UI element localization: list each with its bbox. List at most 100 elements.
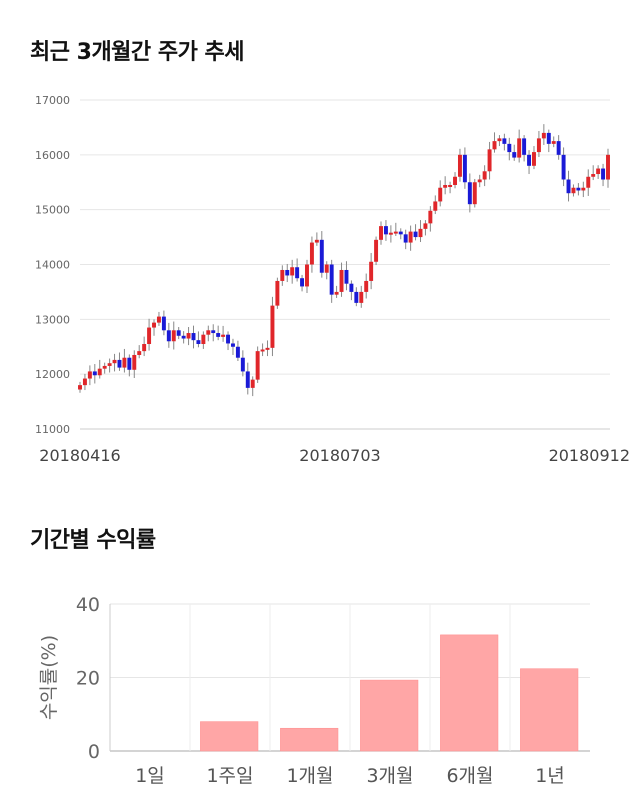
y-tick-label: 14000	[35, 259, 70, 272]
x-tick-label: 3개월	[366, 765, 413, 787]
stock-chart-title: 최근 3개월간 주가 추세	[30, 40, 244, 65]
candle	[477, 179, 482, 183]
candle	[418, 228, 423, 238]
candle	[211, 330, 216, 334]
candle	[393, 231, 398, 234]
candle	[166, 330, 171, 342]
candle	[536, 138, 541, 153]
returns-chart-title: 기간별 수익률	[30, 528, 156, 553]
candle	[206, 330, 211, 335]
bar	[200, 721, 259, 752]
x-tick-label: 1개월	[286, 765, 333, 787]
candle	[586, 176, 591, 188]
y-tick-label: 16000	[35, 149, 70, 162]
candle	[403, 234, 408, 243]
x-tick-label: 6개월	[446, 765, 493, 787]
candle	[492, 141, 497, 150]
y-tick-label: 0	[88, 741, 100, 763]
candle	[398, 231, 403, 235]
candle	[102, 365, 107, 369]
candle	[221, 334, 226, 337]
candle	[171, 330, 176, 342]
bar	[280, 727, 339, 752]
candle	[127, 357, 132, 370]
candle	[290, 267, 295, 276]
x-tick-label: 1주일	[206, 765, 253, 787]
candle	[344, 269, 349, 284]
candle	[502, 138, 507, 144]
candle	[433, 201, 438, 211]
candle	[339, 269, 344, 292]
y-tick-label: 11000	[35, 423, 70, 436]
candle	[305, 264, 309, 287]
candle	[329, 264, 334, 295]
candle	[438, 187, 443, 202]
candle	[497, 138, 502, 142]
candle	[388, 232, 393, 235]
candle	[319, 239, 324, 273]
candle	[275, 280, 280, 306]
candle	[457, 154, 462, 177]
candle	[107, 363, 112, 366]
candle	[132, 354, 137, 370]
bar	[440, 634, 499, 752]
candle	[324, 264, 329, 273]
candle	[186, 333, 191, 339]
candle	[265, 347, 270, 350]
candle	[285, 269, 290, 276]
y-tick-label: 20	[76, 668, 100, 690]
candle	[359, 291, 364, 303]
candle	[181, 335, 186, 339]
candle	[255, 351, 260, 380]
candle	[300, 278, 305, 287]
candle	[453, 176, 458, 185]
y-tick-label: 17000	[35, 94, 70, 107]
candle	[230, 343, 235, 347]
bar	[360, 679, 419, 752]
candle	[92, 371, 97, 376]
candle	[556, 141, 561, 155]
candle	[601, 168, 606, 180]
candle	[581, 187, 586, 191]
candle	[87, 371, 92, 379]
candle	[122, 357, 127, 368]
y-tick-label: 13000	[35, 313, 70, 326]
candle	[196, 340, 201, 345]
candle	[364, 280, 369, 292]
candle	[152, 322, 156, 328]
x-tick-label: 1일	[135, 765, 165, 787]
candle	[240, 357, 245, 372]
candle	[487, 149, 492, 172]
candle	[383, 226, 388, 235]
x-tick-label: 20180416	[39, 446, 120, 465]
candle	[349, 283, 354, 292]
candle	[117, 359, 122, 368]
candle	[423, 223, 428, 229]
candle	[82, 378, 87, 386]
stock-price-chart: 11000 12000 13000 14000 15000 16000 17000 20180…	[35, 94, 630, 465]
y-tick-label: 15000	[35, 204, 70, 217]
candle	[512, 152, 517, 158]
candle	[369, 261, 374, 281]
candle	[462, 154, 467, 183]
candle	[379, 226, 383, 240]
candle	[78, 385, 82, 390]
candle	[270, 305, 275, 348]
y-axis-label: 수익률(%)	[38, 635, 60, 720]
candle	[112, 359, 117, 364]
candle	[443, 184, 448, 188]
y-tick-label: 12000	[35, 368, 70, 381]
candle	[566, 179, 571, 194]
candle	[413, 231, 418, 238]
candle	[314, 239, 319, 243]
candle	[156, 316, 161, 323]
candle	[97, 368, 102, 376]
candle	[596, 168, 601, 175]
candle	[517, 138, 522, 158]
candle	[260, 349, 265, 352]
candle	[576, 187, 581, 191]
candle	[216, 333, 221, 337]
candle	[551, 141, 556, 144]
candle	[448, 184, 453, 187]
candle	[606, 154, 610, 180]
